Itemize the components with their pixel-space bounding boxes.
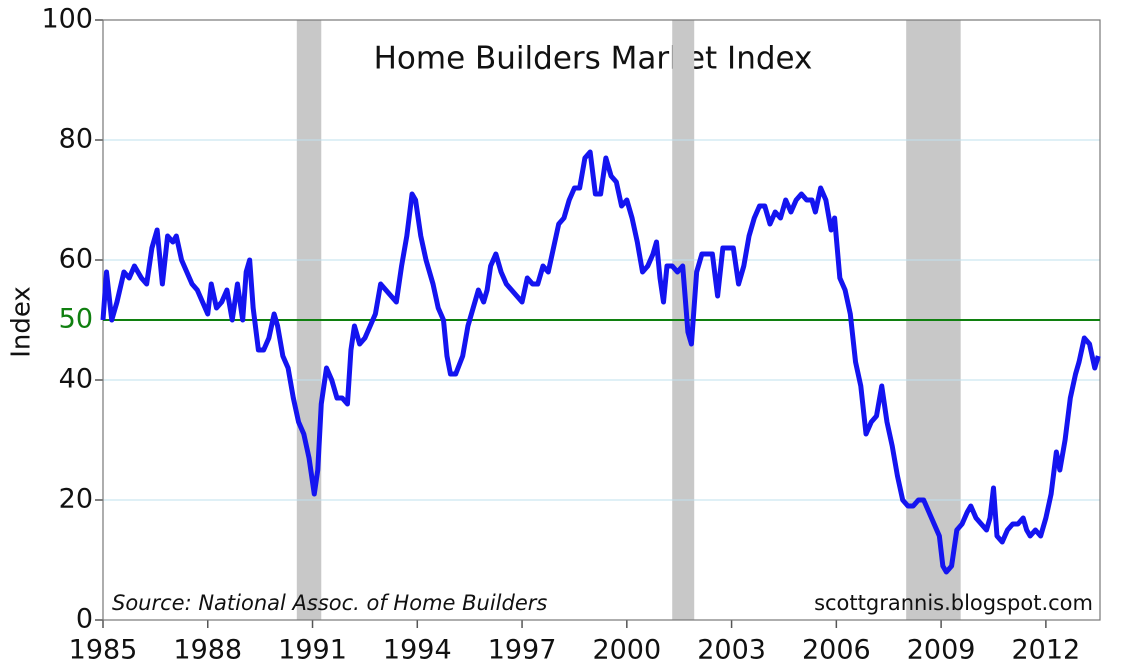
- y-tick-label: 100: [41, 4, 93, 35]
- x-tick-label: 2006: [802, 635, 871, 666]
- x-tick-label: 1985: [69, 635, 138, 666]
- y-tick-label: 0: [76, 604, 93, 635]
- x-tick-label: 1991: [278, 635, 347, 666]
- x-tick-label: 1988: [173, 635, 242, 666]
- x-tick-label: 1994: [383, 635, 452, 666]
- y-axis-label: Index: [7, 286, 37, 358]
- watermark: scottgrannis.blogspot.com: [814, 591, 1093, 615]
- data-line: [100, 149, 1101, 575]
- y-tick-label: 60: [59, 244, 93, 275]
- x-tick-label: 2003: [697, 635, 766, 666]
- source-note: Source: National Assoc. of Home Builders: [112, 591, 547, 615]
- x-tick-label: 2000: [592, 635, 661, 666]
- y-tick-label: 80: [59, 124, 93, 155]
- reference-label: 50: [59, 304, 93, 335]
- x-tick-label: 2009: [907, 635, 976, 666]
- x-tick-label: 2012: [1012, 635, 1081, 666]
- chart-title: Home Builders Market Index: [374, 41, 813, 77]
- y-tick-label: 40: [59, 364, 93, 395]
- y-tick-label: 20: [59, 484, 93, 515]
- x-tick-label: 1997: [488, 635, 557, 666]
